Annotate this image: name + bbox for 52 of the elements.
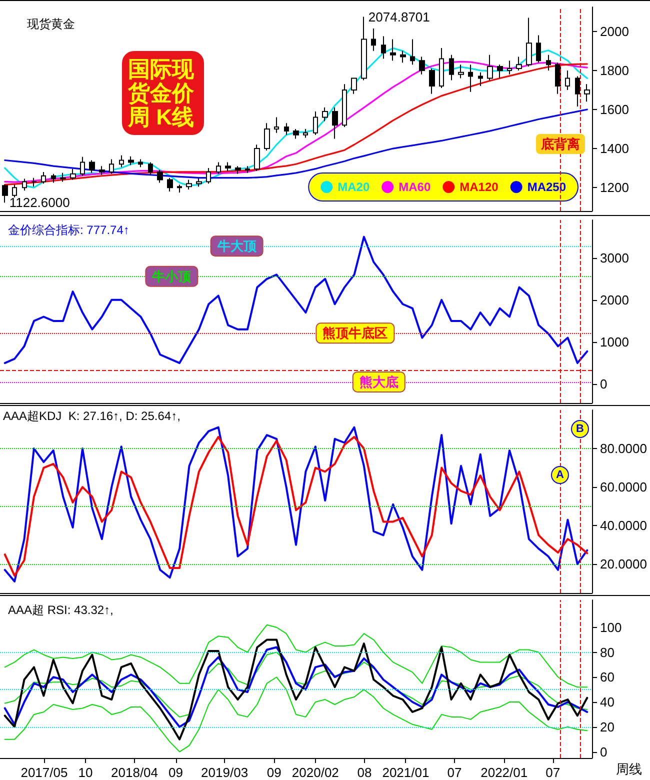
y-tick-label: 0 xyxy=(600,744,608,760)
x-tick-label: 2021/01 xyxy=(382,765,430,780)
y-tick-label: 60.0000 xyxy=(600,480,647,495)
legend-label: MA120 xyxy=(460,180,499,194)
annotation: A xyxy=(556,469,564,481)
legend-label: MA20 xyxy=(338,180,370,194)
y-tick-label: 40 xyxy=(600,694,614,710)
chart-title: AAA超KDJ xyxy=(3,409,62,423)
y-tick-label: 60 xyxy=(600,670,614,685)
x-tick-label: 07 xyxy=(546,765,560,780)
y-tick-label: 100 xyxy=(600,620,622,635)
x-tick-label: 2018/04 xyxy=(111,765,158,780)
x-tick-label: 2022/01 xyxy=(480,765,528,780)
y-tick-label: 1600 xyxy=(600,102,629,117)
ref-line-label: 牛小顶 xyxy=(151,268,192,284)
ref-line-label: 熊大底 xyxy=(359,374,398,390)
annotation: 1122.6000 xyxy=(9,195,70,210)
text: 现货黄金 xyxy=(27,17,75,31)
y-tick-label: 80.0000 xyxy=(600,441,647,456)
y-tick-label: 20 xyxy=(600,719,614,734)
ref-line-label: 熊顶牛底区 xyxy=(322,326,388,341)
annotation: B xyxy=(576,423,584,435)
x-tick-label: 07 xyxy=(447,765,462,780)
x-tick-label: 10 xyxy=(78,765,93,780)
y-tick-label: 2000 xyxy=(600,292,629,308)
y-tick-label: 80 xyxy=(600,644,614,660)
y-tick-label: 2000 xyxy=(600,24,629,39)
legend-label: MA60 xyxy=(398,180,431,194)
chart-title: 金价综合指标: 777.74↑ xyxy=(8,223,130,237)
annotation: 底背离 xyxy=(540,136,580,152)
y-tick-label: 1400 xyxy=(600,141,629,156)
x-tick-label: 2020/02 xyxy=(292,765,339,780)
y-tick-label: 1000 xyxy=(600,334,629,350)
x-tick-label: 2019/03 xyxy=(201,765,248,780)
y-tick-label: 20.0000 xyxy=(600,556,647,572)
x-tick-label: 09 xyxy=(168,765,183,780)
x-tick-label: 09 xyxy=(266,765,282,780)
annotation: K: 27.16↑, xyxy=(68,409,122,423)
ref-line-label: 牛大顶 xyxy=(216,238,258,254)
y-tick-label: 40.0000 xyxy=(600,518,647,534)
legend-label: MA250 xyxy=(527,180,566,194)
text: 周线 xyxy=(616,762,642,776)
y-tick-label: 1800 xyxy=(600,62,629,78)
annotation: 2074.8701 xyxy=(368,9,430,24)
annotation: 国际现货金价周 K线 xyxy=(127,56,195,130)
annotation: D: 25.64↑, xyxy=(126,409,180,423)
y-tick-label: 0 xyxy=(600,376,608,392)
x-tick-label: 2017/05 xyxy=(20,765,68,780)
y-tick-label: 1200 xyxy=(600,180,629,196)
chart-title: AAA超 RSI: 43.32↑, xyxy=(8,603,114,617)
y-tick-label: 3000 xyxy=(600,250,629,266)
x-tick-label: 08 xyxy=(357,765,372,780)
